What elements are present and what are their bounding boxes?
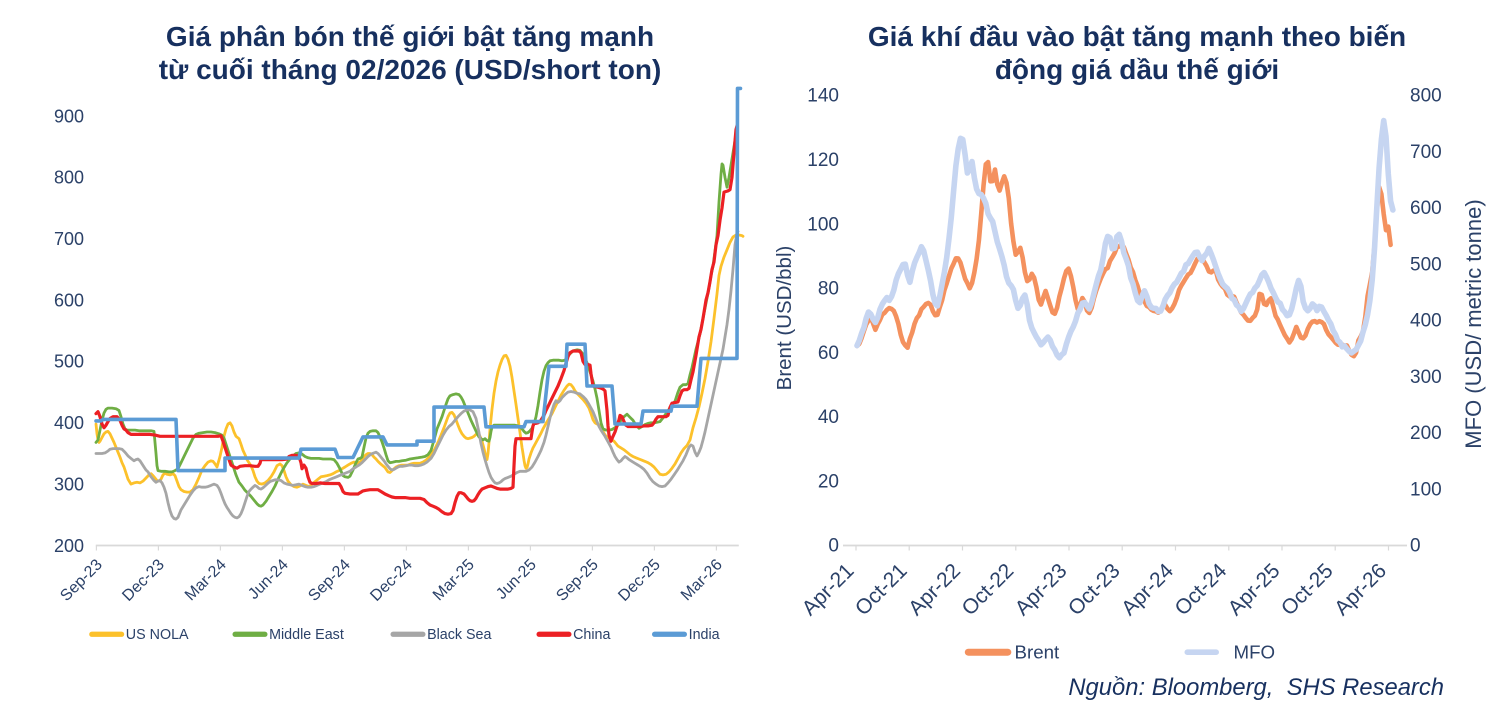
svg-text:US NOLA: US NOLA: [126, 627, 189, 643]
svg-text:Middle East: Middle East: [269, 627, 344, 643]
svg-text:MFO: MFO: [1234, 642, 1276, 663]
svg-text:120: 120: [807, 150, 839, 171]
svg-text:0: 0: [1410, 536, 1421, 557]
svg-text:20: 20: [818, 471, 839, 492]
svg-text:Giá phân bón thế giới bật tăng: Giá phân bón thế giới bật tăng mạnh: [166, 21, 654, 52]
svg-text:60: 60: [818, 343, 839, 364]
svg-text:động giá dầu thế giới: động giá dầu thế giới: [995, 54, 1279, 85]
svg-text:Brent: Brent: [1015, 642, 1060, 663]
svg-text:140: 140: [807, 86, 839, 107]
svg-text:Giá khí đầu vào bật tăng mạnh: Giá khí đầu vào bật tăng mạnh theo biến: [868, 21, 1406, 52]
svg-text:600: 600: [1410, 198, 1442, 219]
svg-text:300: 300: [54, 474, 84, 494]
svg-text:100: 100: [1410, 479, 1442, 500]
svg-text:100: 100: [807, 214, 839, 235]
svg-text:700: 700: [54, 229, 84, 249]
svg-text:800: 800: [1410, 86, 1442, 107]
svg-text:80: 80: [818, 279, 839, 300]
svg-text:600: 600: [54, 290, 84, 310]
svg-text:India: India: [689, 627, 720, 643]
svg-text:500: 500: [1410, 254, 1442, 275]
svg-text:Brent (USD/bbl): Brent (USD/bbl): [773, 246, 796, 391]
svg-text:MFO (USD/ metric tonne): MFO (USD/ metric tonne): [1461, 199, 1486, 448]
svg-text:400: 400: [1410, 311, 1442, 332]
svg-text:từ cuối tháng 02/2026 (USD/sho: từ cuối tháng 02/2026 (USD/short ton): [159, 54, 662, 85]
svg-text:700: 700: [1410, 142, 1442, 163]
svg-text:200: 200: [54, 536, 84, 556]
svg-text:40: 40: [818, 407, 839, 428]
svg-text:0: 0: [828, 536, 839, 557]
svg-text:Nguồn: Bloomberg, SHS Researc: Nguồn: Bloomberg, SHS Research: [1068, 674, 1444, 701]
svg-text:800: 800: [54, 168, 84, 188]
svg-text:300: 300: [1410, 367, 1442, 388]
svg-text:Black Sea: Black Sea: [427, 627, 491, 643]
svg-text:400: 400: [54, 413, 84, 433]
svg-text:500: 500: [54, 352, 84, 372]
svg-text:China: China: [573, 627, 610, 643]
svg-text:200: 200: [1410, 423, 1442, 444]
svg-text:900: 900: [54, 106, 84, 126]
